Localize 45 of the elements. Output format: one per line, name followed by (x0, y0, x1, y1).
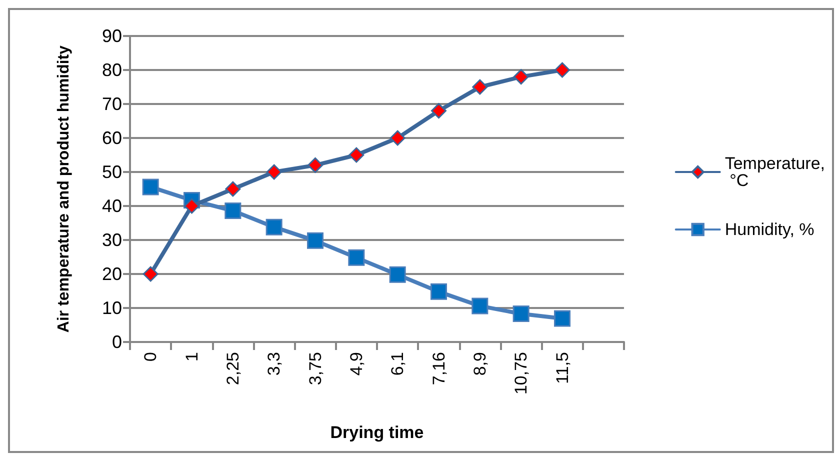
point (472, 79, 488, 95)
x-tick-label: 11,5 (552, 352, 572, 384)
y-tick-label: 60 (102, 128, 122, 148)
point (266, 218, 282, 236)
point (307, 232, 324, 249)
point (472, 298, 488, 314)
point (389, 266, 406, 283)
point (554, 310, 570, 327)
legend-label: Humidity, % (724, 220, 814, 239)
y-tick-label: 40 (102, 196, 122, 216)
point (348, 147, 364, 163)
x-tick-label: 3,3 (264, 352, 284, 376)
point (142, 266, 158, 282)
y-tick-label: 80 (102, 60, 122, 80)
y-tick-label: 50 (102, 162, 122, 182)
point (266, 164, 282, 180)
point (513, 69, 529, 85)
x-tick-label: 7,16 (429, 352, 448, 386)
point (348, 249, 365, 266)
y-axis-title: Air temperature and product humidity (56, 45, 72, 333)
point (431, 103, 446, 119)
x-tick-label: 8,9 (470, 352, 490, 376)
point (142, 178, 159, 196)
y-tick-label: 30 (102, 230, 122, 250)
legend-label: Temperature, °C (724, 154, 826, 190)
y-tick-label: 20 (102, 264, 122, 284)
x-axis-title: Drying time (330, 423, 424, 442)
x-tick-label: 2,25 (223, 352, 242, 386)
point (308, 157, 323, 173)
x-tick-label: 6,1 (388, 352, 408, 376)
y-tick-label: 90 (102, 26, 122, 46)
x-tick-label: 1 (182, 352, 202, 362)
point (554, 62, 570, 78)
x-tick-label: 3,75 (306, 352, 325, 386)
point (184, 198, 200, 214)
point (430, 283, 447, 300)
x-tick-label: 4,9 (346, 352, 366, 376)
point (225, 181, 241, 197)
y-tick-label: 70 (102, 94, 122, 114)
y-tick-label: 10 (102, 298, 122, 318)
x-tick-label: 10,75 (512, 352, 531, 395)
point (512, 306, 530, 322)
x-tick-label: 0 (141, 352, 160, 362)
point (390, 130, 406, 146)
point (224, 202, 242, 220)
